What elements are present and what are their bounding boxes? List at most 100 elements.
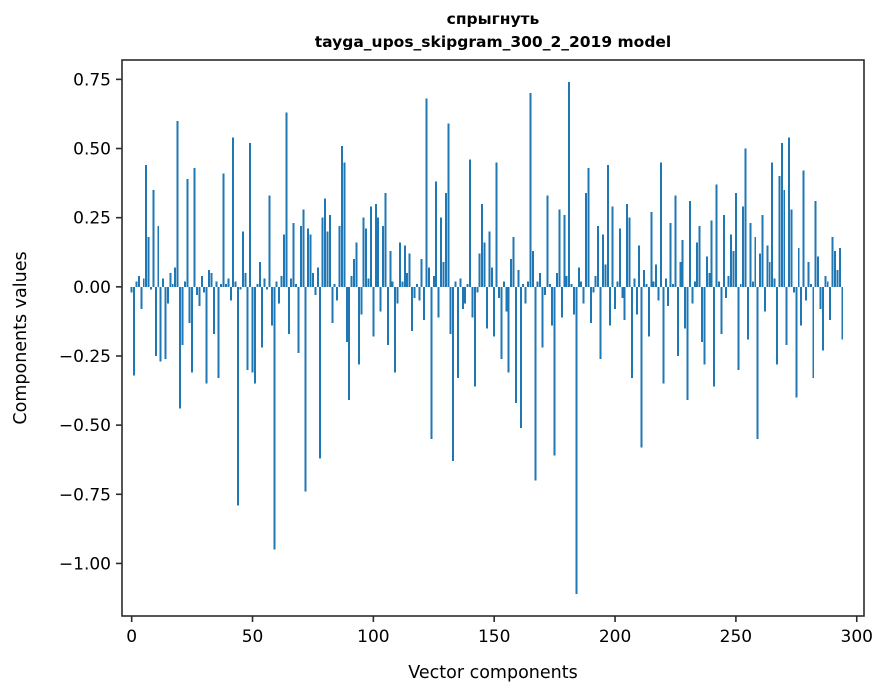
bar [512, 237, 515, 287]
bar [643, 270, 646, 287]
bar [572, 286, 575, 315]
bar [618, 228, 621, 287]
bar [186, 178, 189, 287]
bar [672, 284, 675, 287]
y-tick-label: 0.75 [73, 70, 111, 90]
bar [488, 231, 491, 287]
bar [563, 214, 566, 287]
bar [703, 286, 706, 365]
bar [249, 142, 252, 287]
bar [174, 267, 177, 287]
bar [256, 284, 259, 287]
bar [560, 286, 563, 318]
bar [761, 214, 764, 287]
bar [502, 281, 505, 287]
bar [406, 273, 409, 287]
y-tick-label: 0.25 [73, 209, 111, 229]
bar [836, 270, 839, 287]
bar [570, 284, 573, 287]
bar [795, 286, 798, 398]
bar [691, 286, 694, 304]
bar [727, 275, 730, 287]
bar [720, 286, 723, 334]
bar [507, 286, 510, 373]
bar [217, 286, 220, 379]
bar [587, 167, 590, 287]
bar [234, 281, 237, 287]
bar [826, 281, 829, 287]
bar [577, 267, 580, 287]
bar [611, 206, 614, 287]
chart-title-word: спрыгнуть [447, 10, 540, 28]
bar [614, 286, 617, 309]
bar [179, 286, 181, 409]
bar [817, 256, 820, 287]
bar [336, 286, 339, 301]
bar [440, 217, 443, 287]
bar [362, 217, 365, 287]
bar [193, 167, 196, 287]
bar [353, 259, 356, 287]
bar [246, 286, 249, 370]
bar [195, 286, 198, 296]
bar [759, 253, 762, 287]
bar [420, 259, 423, 287]
bar [345, 286, 348, 343]
bar [166, 286, 169, 304]
bar [529, 93, 532, 287]
bar [278, 286, 281, 304]
bar [210, 273, 213, 287]
bar [838, 248, 841, 287]
bar [681, 239, 684, 287]
bar [742, 206, 745, 287]
bar [807, 261, 810, 287]
bar [725, 286, 728, 298]
bar [737, 286, 740, 370]
bar [324, 198, 327, 287]
bar [669, 223, 672, 287]
x-tick-label: 200 [599, 627, 631, 647]
x-tick-label: 300 [841, 627, 873, 647]
bar [536, 281, 539, 287]
bar [176, 120, 179, 287]
bar [490, 267, 493, 287]
bar [188, 286, 191, 323]
bar [597, 225, 600, 287]
bar [657, 286, 660, 301]
bar [268, 195, 271, 287]
bar [290, 278, 293, 287]
bar [415, 284, 418, 287]
bar [297, 286, 300, 354]
bar [350, 275, 353, 287]
bar [568, 82, 571, 287]
bar [771, 162, 774, 287]
bar [664, 278, 667, 287]
bar [684, 286, 687, 329]
bar [558, 209, 561, 287]
bar [766, 245, 769, 287]
bar [621, 286, 624, 298]
bar [157, 225, 160, 287]
bar [592, 286, 595, 293]
bar [705, 256, 708, 287]
bar [244, 273, 247, 287]
bar [198, 286, 201, 307]
bar [662, 286, 665, 384]
bar [367, 278, 370, 287]
bar [304, 286, 307, 492]
bar [819, 286, 822, 309]
x-tick-label: 0 [126, 627, 137, 647]
bar [239, 286, 242, 290]
y-tick-label: 0.50 [73, 140, 111, 160]
bar [145, 165, 148, 287]
bar [773, 278, 776, 287]
bar [432, 275, 435, 287]
bar [553, 286, 556, 456]
bar [372, 286, 375, 337]
bar [253, 286, 256, 384]
bar [220, 284, 223, 287]
bar [495, 162, 498, 287]
bar [676, 286, 679, 356]
bar [162, 278, 165, 287]
chart-title-model: tayga_upos_skipgram_300_2_2019 model [315, 33, 672, 51]
